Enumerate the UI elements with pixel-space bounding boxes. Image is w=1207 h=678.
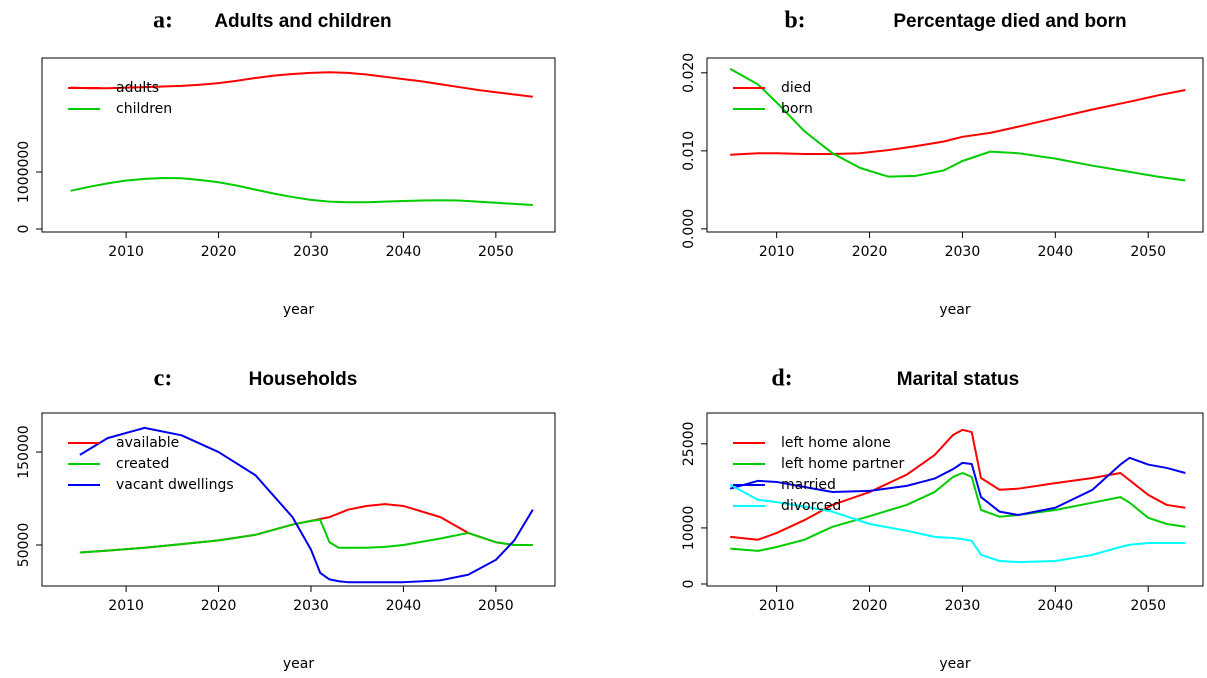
- x-tick-label: 2040: [386, 598, 422, 614]
- x-axis-label: year: [283, 302, 314, 318]
- y-tick-label: 25000: [681, 422, 697, 467]
- x-tick-label: 2030: [293, 598, 329, 614]
- plot-box: [41, 57, 556, 233]
- panel-label: a:: [153, 8, 173, 34]
- panel-label: d:: [771, 366, 792, 392]
- x-tick-label: 2040: [1037, 244, 1073, 260]
- legend-label: adults: [116, 80, 159, 96]
- series-line: [79, 518, 533, 554]
- legend-label: created: [116, 456, 169, 472]
- panel-label: c:: [154, 366, 173, 392]
- x-tick-label: 2050: [1130, 598, 1166, 614]
- x-tick-label: 2030: [945, 598, 981, 614]
- series-line: [729, 68, 1186, 182]
- x-tick-label: 2030: [945, 244, 981, 260]
- x-tick-label: 2010: [759, 244, 795, 260]
- x-tick-label: 2040: [386, 244, 422, 260]
- y-tick-label: 150000: [16, 425, 32, 478]
- x-tick-label: 2010: [108, 598, 144, 614]
- series-line: [79, 426, 534, 584]
- x-axis-label: year: [939, 656, 970, 672]
- x-tick-label: 2050: [478, 244, 514, 260]
- plot-box: [41, 412, 556, 587]
- x-tick-label: 2020: [852, 244, 888, 260]
- plot-box: [706, 412, 1204, 587]
- y-tick-label: 0: [16, 225, 32, 234]
- panel-label: b:: [784, 8, 805, 34]
- series-line: [79, 503, 533, 554]
- x-tick-label: 2020: [201, 244, 237, 260]
- plot-box: [706, 57, 1204, 233]
- x-tick-label: 2050: [1130, 244, 1166, 260]
- series-line: [70, 71, 533, 98]
- y-tick-label: 1000000: [16, 141, 32, 203]
- x-tick-label: 2010: [759, 598, 795, 614]
- legend-label: available: [116, 435, 179, 451]
- panel-title: Marital status: [897, 369, 1019, 390]
- legend-label: divorced: [781, 498, 841, 514]
- x-axis-label: year: [939, 302, 970, 318]
- series-line: [730, 471, 1186, 552]
- x-tick-label: 2050: [478, 598, 514, 614]
- x-tick-label: 2040: [1037, 598, 1073, 614]
- series-line: [729, 483, 1186, 564]
- legend-label: left home alone: [781, 435, 891, 451]
- panel-title: Households: [249, 369, 358, 390]
- series-line: [730, 89, 1186, 156]
- x-axis-label: year: [283, 656, 314, 672]
- y-tick-label: 0.020: [681, 53, 697, 93]
- series-line: [729, 456, 1186, 517]
- y-tick-label: 0.010: [681, 131, 697, 171]
- x-tick-label: 2020: [852, 598, 888, 614]
- x-tick-label: 2010: [108, 244, 144, 260]
- panel-title: Percentage died and born: [893, 11, 1126, 32]
- y-tick-label: 50000: [16, 523, 32, 568]
- legend-label: vacant dwellings: [116, 477, 234, 493]
- legend-label: children: [116, 101, 172, 117]
- panel-title: Adults and children: [214, 11, 391, 32]
- x-tick-label: 2020: [201, 598, 237, 614]
- series-line: [730, 428, 1186, 541]
- x-tick-label: 2030: [293, 244, 329, 260]
- y-tick-label: 0: [681, 580, 697, 589]
- legend-label: born: [781, 101, 813, 117]
- y-tick-label: 10000: [681, 506, 697, 551]
- legend-label: married: [781, 477, 836, 493]
- y-tick-label: 0.000: [681, 209, 697, 249]
- legend-label: died: [781, 80, 811, 96]
- series-line: [70, 176, 533, 207]
- legend-label: left home partner: [781, 456, 904, 472]
